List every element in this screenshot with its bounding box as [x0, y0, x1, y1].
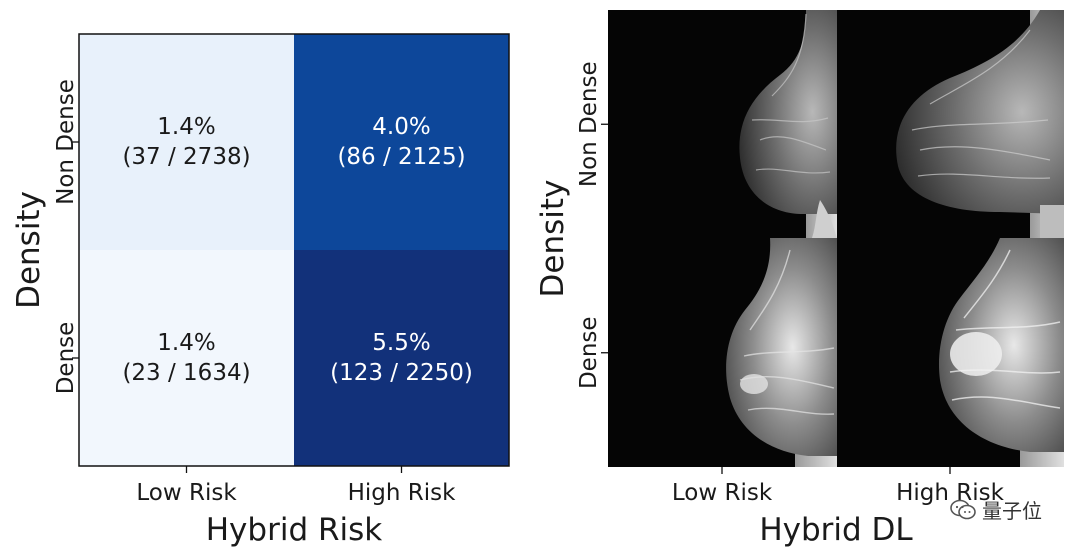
heatmap-cell — [79, 250, 294, 466]
mammogram-non-dense-high-risk — [896, 10, 1064, 238]
y-axis-title: Density — [535, 180, 571, 298]
cell-count-label: (37 / 2738) — [122, 144, 250, 170]
cell-count-label: (86 / 2125) — [337, 144, 465, 170]
cell-percent-label: 5.5% — [372, 330, 430, 356]
y-tick-label: Non Dense — [53, 79, 79, 205]
wechat-icon — [950, 499, 976, 519]
mammogram-grid — [608, 10, 1064, 467]
y-axis-title: Density — [11, 191, 47, 309]
mammogram-dense-low-risk — [726, 238, 837, 467]
mammogram-dense-high-risk — [938, 238, 1064, 467]
x-tick-label: Low Risk — [136, 480, 237, 506]
y-tick-label: Non Dense — [576, 61, 602, 187]
heatmap-cell — [294, 34, 509, 250]
mammogram-non-dense-low-risk — [739, 10, 837, 238]
x-tick-label: High Risk — [348, 480, 457, 506]
heatmap-axes: Low Risk High Risk Non Dense Dense Hybrid Ri… — [11, 33, 510, 548]
heatmap-cell — [79, 34, 294, 250]
y-tick-label: Dense — [576, 316, 602, 389]
cell-percent-label: 4.0% — [372, 114, 430, 140]
heatmap-frame — [78, 33, 510, 467]
cell-count-label: (23 / 1634) — [122, 360, 250, 386]
y-tick-label: Dense — [53, 322, 79, 395]
cell-percent-label: 1.4% — [157, 114, 215, 140]
x-axis-title: Hybrid Risk — [206, 512, 383, 548]
cell-count-label: (123 / 2250) — [330, 360, 473, 386]
x-axis-title: Hybrid DL — [759, 512, 913, 548]
x-tick-label: High Risk — [896, 480, 1005, 506]
watermark: 量子位 — [950, 495, 1042, 524]
watermark-text: 量子位 — [982, 499, 1042, 523]
x-tick-label: Low Risk — [672, 480, 773, 506]
image-grid-axes: Low Risk High Risk Non Dense Dense Hybrid DL… — [535, 61, 1005, 548]
heatmap-chart: 1.4% (37 / 2738) 4.0% (86 / 2125) 1.4% (23 / … — [79, 34, 509, 466]
cell-percent-label: 1.4% — [157, 330, 215, 356]
heatmap-cell — [294, 250, 509, 466]
